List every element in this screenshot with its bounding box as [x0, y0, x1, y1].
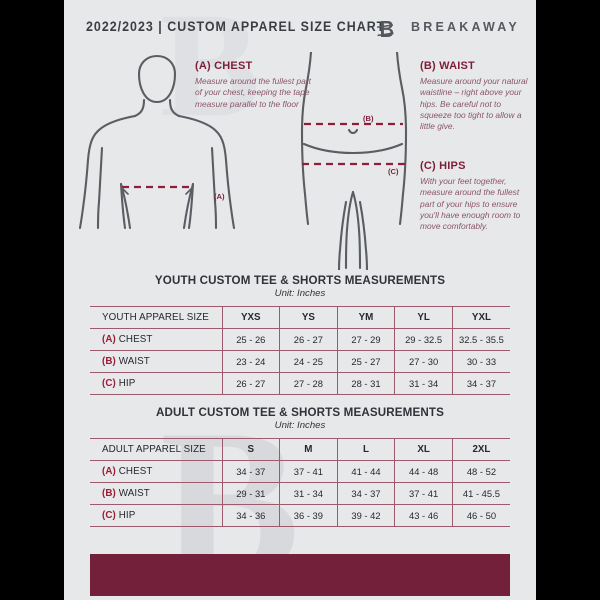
- youth-section: YOUTH CUSTOM TEE & SHORTS MEASUREMENTS U…: [64, 274, 536, 395]
- youth-row-label-0: (A) CHEST: [90, 328, 223, 351]
- youth-section-title: YOUTH CUSTOM TEE & SHORTS MEASUREMENTS: [154, 274, 446, 287]
- adult-col-0: ADULT APPAREL SIZE: [90, 438, 223, 461]
- watermark-letter-top: B: [160, 0, 261, 148]
- youth-cell-1-4: 30 - 33: [451, 350, 510, 373]
- youth-section-unit: Unit: Inches: [274, 288, 326, 299]
- page-header: 2022/2023 | CUSTOM APPAREL SIZE CHART BR…: [64, 18, 536, 44]
- adult-cell-0-0: 34 - 37: [221, 460, 281, 483]
- adult-row-label-0: (A) CHEST: [90, 460, 223, 483]
- hips-figure-icon: [300, 50, 408, 272]
- chest-line-label: (A): [214, 192, 225, 201]
- adult-cell-2-4: 46 - 50: [451, 504, 510, 527]
- note-waist-body: Measure around your natural waistline – …: [420, 76, 528, 132]
- youth-cell-1-1: 24 - 25: [279, 350, 338, 373]
- youth-cell-1-3: 27 - 30: [394, 350, 453, 373]
- adult-cell-0-2: 41 - 44: [336, 460, 396, 483]
- row-label: HIP: [118, 378, 136, 389]
- waist-line-label: (B): [363, 114, 374, 123]
- note-hips: (C) HIPS With your feet together, measur…: [420, 160, 532, 232]
- row-label: WAIST: [118, 488, 150, 499]
- row-tag: (C): [102, 510, 116, 521]
- adult-col-1: S: [221, 438, 281, 461]
- youth-row-label-1: (B) WAIST: [90, 350, 223, 373]
- adult-section-unit: Unit: Inches: [274, 420, 326, 431]
- breakaway-b-logo-icon: [371, 15, 401, 45]
- adult-col-2: M: [279, 438, 338, 461]
- note-chest: (A) CHEST Measure around the fullest par…: [195, 60, 313, 110]
- youth-cell-1-2: 25 - 27: [336, 350, 396, 373]
- note-chest-heading: (A) CHEST: [195, 60, 253, 72]
- adult-cell-2-1: 36 - 39: [279, 504, 338, 527]
- youth-cell-2-1: 27 - 28: [279, 372, 338, 395]
- adult-cell-1-3: 37 - 41: [394, 482, 453, 505]
- row-tag: (A): [102, 466, 116, 477]
- youth-col-2: YS: [279, 306, 338, 329]
- youth-cell-0-2: 27 - 29: [336, 328, 396, 351]
- youth-row-label-2: (C) HIP: [90, 372, 223, 395]
- adult-cell-2-2: 39 - 42: [336, 504, 396, 527]
- adult-cell-1-2: 34 - 37: [336, 482, 396, 505]
- youth-col-1: YXS: [221, 306, 281, 329]
- table-row: (B) WAIST 29 - 31 31 - 34 34 - 37 37 - 4…: [90, 482, 510, 505]
- note-chest-body: Measure around the fullest part of your …: [195, 76, 311, 109]
- youth-cell-0-0: 25 - 26: [221, 328, 281, 351]
- page-title: 2022/2023 | CUSTOM APPAREL SIZE CHART: [86, 19, 386, 34]
- youth-size-table: YOUTH APPAREL SIZE YXS YS YM YL YXL (A) …: [90, 306, 510, 395]
- note-hips-heading: (C) HIPS: [420, 160, 466, 172]
- table-row: (B) WAIST 23 - 24 24 - 25 25 - 27 27 - 3…: [90, 350, 510, 373]
- row-label: WAIST: [118, 356, 150, 367]
- row-tag: (C): [102, 378, 116, 389]
- adult-size-table: ADULT APPAREL SIZE S M L XL 2XL (A) CHES…: [90, 438, 510, 527]
- row-tag: (B): [102, 488, 116, 499]
- youth-cell-2-3: 31 - 34: [394, 372, 453, 395]
- brand-name: BREAKAWAY: [411, 20, 520, 34]
- table-row: (C) HIP 34 - 36 36 - 39 39 - 42 43 - 46 …: [90, 504, 510, 527]
- measurement-illustration: (A) (B) (C) (A) CHEST Measure around the…: [64, 50, 536, 272]
- adult-cell-1-1: 31 - 34: [279, 482, 338, 505]
- table-row: (C) HIP 26 - 27 27 - 28 28 - 31 31 - 34 …: [90, 372, 510, 395]
- youth-cell-1-0: 23 - 24: [221, 350, 281, 373]
- youth-col-3: YM: [336, 306, 396, 329]
- youth-col-5: YXL: [451, 306, 510, 329]
- row-tag: (B): [102, 356, 116, 367]
- row-label: CHEST: [118, 334, 153, 345]
- adult-col-3: L: [336, 438, 396, 461]
- table-row: (A) CHEST 34 - 37 37 - 41 41 - 44 44 - 4…: [90, 460, 510, 483]
- adult-row-label-2: (C) HIP: [90, 504, 223, 527]
- youth-col-4: YL: [394, 306, 453, 329]
- row-label: HIP: [118, 510, 136, 521]
- row-tag: (A): [102, 334, 116, 345]
- youth-cell-2-4: 34 - 37: [451, 372, 510, 395]
- footer-bar: [90, 554, 510, 596]
- row-label: CHEST: [118, 466, 153, 477]
- adult-cell-0-4: 48 - 52: [451, 460, 510, 483]
- chest-measure-arrows: [121, 187, 193, 195]
- youth-cell-0-1: 26 - 27: [279, 328, 338, 351]
- size-chart-page: B B 2022/2023 | CUSTOM APPAREL SIZE CHAR…: [64, 0, 536, 600]
- note-waist-heading: (B) WAIST: [420, 60, 475, 72]
- note-hips-body: With your feet together, measure around …: [420, 176, 521, 232]
- adult-cell-1-0: 29 - 31: [221, 482, 281, 505]
- adult-cell-0-3: 44 - 48: [394, 460, 453, 483]
- youth-cell-2-0: 26 - 27: [221, 372, 281, 395]
- adult-cell-1-4: 41 - 45.5: [451, 482, 510, 505]
- table-header-row: ADULT APPAREL SIZE S M L XL 2XL: [90, 438, 510, 461]
- youth-col-0: YOUTH APPAREL SIZE: [90, 306, 223, 329]
- youth-cell-2-2: 28 - 31: [336, 372, 396, 395]
- adult-section-title: ADULT CUSTOM TEE & SHORTS MEASUREMENTS: [155, 406, 445, 419]
- adult-cell-2-0: 34 - 36: [221, 504, 281, 527]
- note-waist: (B) WAIST Measure around your natural wa…: [420, 60, 532, 132]
- table-header-row: YOUTH APPAREL SIZE YXS YS YM YL YXL: [90, 306, 510, 329]
- adult-section: ADULT CUSTOM TEE & SHORTS MEASUREMENTS U…: [64, 406, 536, 527]
- adult-col-4: XL: [394, 438, 453, 461]
- youth-cell-0-3: 29 - 32.5: [394, 328, 453, 351]
- adult-row-label-1: (B) WAIST: [90, 482, 223, 505]
- adult-col-5: 2XL: [451, 438, 510, 461]
- table-row: (A) CHEST 25 - 26 26 - 27 27 - 29 29 - 3…: [90, 328, 510, 351]
- adult-cell-0-1: 37 - 41: [279, 460, 338, 483]
- adult-cell-2-3: 43 - 46: [394, 504, 453, 527]
- youth-cell-0-4: 32.5 - 35.5: [451, 328, 510, 351]
- hip-line-label: (C): [388, 167, 399, 176]
